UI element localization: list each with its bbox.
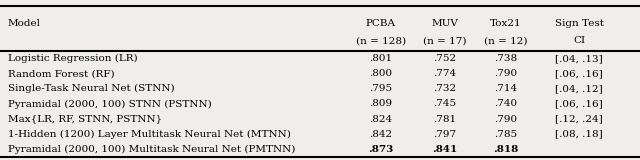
Text: [.04, .13]: [.04, .13] xyxy=(556,54,603,63)
Text: Single-Task Neural Net (STNN): Single-Task Neural Net (STNN) xyxy=(8,84,174,93)
Text: Pyramidal (2000, 100) STNN (PSTNN): Pyramidal (2000, 100) STNN (PSTNN) xyxy=(8,99,211,109)
Text: .797: .797 xyxy=(433,130,456,139)
Text: .740: .740 xyxy=(494,100,517,108)
Text: .745: .745 xyxy=(433,100,456,108)
Text: .790: .790 xyxy=(494,115,517,124)
Text: CI: CI xyxy=(573,36,585,45)
Text: .790: .790 xyxy=(494,69,517,78)
Text: .841: .841 xyxy=(432,145,458,154)
Text: [.06, .16]: [.06, .16] xyxy=(556,69,603,78)
Text: PCBA: PCBA xyxy=(366,19,396,28)
Text: Logistic Regression (LR): Logistic Regression (LR) xyxy=(8,54,138,63)
Text: .824: .824 xyxy=(369,115,392,124)
Text: .781: .781 xyxy=(433,115,456,124)
Text: 1-Hidden (1200) Layer Multitask Neural Net (MTNN): 1-Hidden (1200) Layer Multitask Neural N… xyxy=(8,130,291,139)
Text: .801: .801 xyxy=(369,54,392,63)
Text: [.06, .16]: [.06, .16] xyxy=(556,100,603,108)
Text: .774: .774 xyxy=(433,69,456,78)
Text: Tox21: Tox21 xyxy=(490,19,522,28)
Text: .842: .842 xyxy=(369,130,392,139)
Text: .809: .809 xyxy=(369,100,392,108)
Text: .732: .732 xyxy=(433,84,456,93)
Text: .714: .714 xyxy=(494,84,517,93)
Text: .795: .795 xyxy=(369,84,392,93)
Text: .752: .752 xyxy=(433,54,456,63)
Text: .738: .738 xyxy=(494,54,517,63)
Text: [.12, .24]: [.12, .24] xyxy=(556,115,603,124)
Text: (n = 17): (n = 17) xyxy=(423,36,467,45)
Text: (n = 12): (n = 12) xyxy=(484,36,527,45)
Text: Sign Test: Sign Test xyxy=(555,19,604,28)
Text: Pyramidal (2000, 100) Multitask Neural Net (PMTNN): Pyramidal (2000, 100) Multitask Neural N… xyxy=(8,145,295,154)
Text: Model: Model xyxy=(8,19,41,28)
Text: .800: .800 xyxy=(369,69,392,78)
Text: MUV: MUV xyxy=(431,19,458,28)
Text: .818: .818 xyxy=(493,145,518,154)
Text: Random Forest (RF): Random Forest (RF) xyxy=(8,69,115,78)
Text: [.04, .12]: [.04, .12] xyxy=(556,84,603,93)
Text: .873: .873 xyxy=(368,145,394,154)
Text: .785: .785 xyxy=(494,130,517,139)
Text: [.08, .18]: [.08, .18] xyxy=(556,130,603,139)
Text: (n = 128): (n = 128) xyxy=(356,36,406,45)
Text: Max{LR, RF, STNN, PSTNN}: Max{LR, RF, STNN, PSTNN} xyxy=(8,115,162,124)
